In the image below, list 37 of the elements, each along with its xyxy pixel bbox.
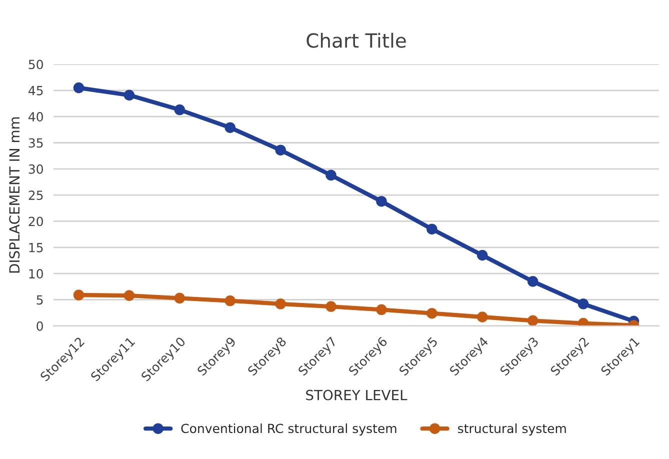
point xyxy=(426,308,438,319)
y-tick-label: 35 xyxy=(28,138,43,148)
point xyxy=(476,250,488,261)
x-axis-title: STOREY LEVEL xyxy=(306,390,408,400)
point xyxy=(224,295,236,306)
point xyxy=(174,292,186,304)
y-tick-label: 45 xyxy=(28,86,43,96)
y-tick-label: 0 xyxy=(36,321,43,331)
point xyxy=(527,315,538,326)
legend-label: Conventional RC structural system xyxy=(181,423,396,436)
y-tick-label: 20 xyxy=(28,216,43,226)
point xyxy=(326,170,336,181)
y-tick-label: 50 xyxy=(28,60,43,70)
y-tick-label: 10 xyxy=(29,269,43,278)
chart-title: Chart Title xyxy=(306,32,406,48)
point xyxy=(73,290,84,300)
point xyxy=(174,104,186,116)
point xyxy=(578,298,589,310)
point xyxy=(275,144,286,156)
point xyxy=(275,298,286,310)
point xyxy=(124,290,135,301)
y-tick-label: 15 xyxy=(29,243,43,252)
y-tick-label: 5 xyxy=(36,295,43,305)
y-tick-label: 40 xyxy=(28,112,43,122)
point xyxy=(376,196,387,207)
point xyxy=(476,312,488,322)
point xyxy=(426,224,438,234)
point xyxy=(73,82,84,94)
point xyxy=(527,276,538,287)
point xyxy=(376,304,387,316)
y-axis-title: DISPLACEMENT IN mm xyxy=(9,117,20,273)
y-tick-label: 30 xyxy=(28,164,43,174)
point xyxy=(326,301,336,312)
point xyxy=(224,122,236,133)
y-tick-label: 25 xyxy=(28,190,43,200)
point xyxy=(124,90,135,101)
legend-label: structural system xyxy=(458,423,566,436)
